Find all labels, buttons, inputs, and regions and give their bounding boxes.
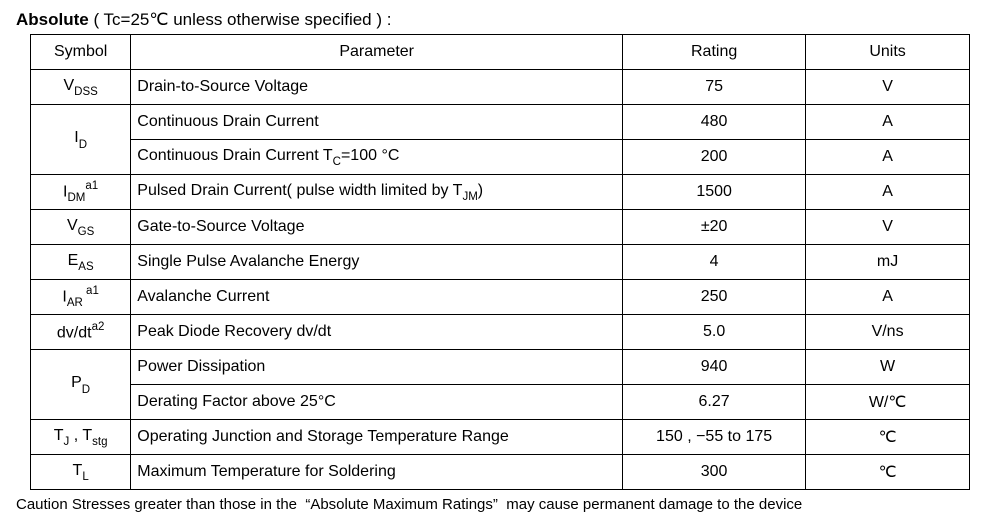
param-vgs: Gate-to-Source Voltage	[131, 210, 623, 245]
rating-tj: 150 , −55 to 175	[623, 420, 806, 455]
row-idm: IDMa1 Pulsed Drain Current( pulse width …	[31, 175, 970, 210]
rating-eas: 4	[623, 245, 806, 280]
sym-pd: PD	[31, 350, 131, 420]
rating-pd-derate: 6.27	[623, 385, 806, 420]
row-dvdt: dv/dta2 Peak Diode Recovery dv/dt 5.0 V/…	[31, 315, 970, 350]
units-tj: ℃	[806, 420, 970, 455]
absolute-ratings-table: Symbol Parameter Rating Units VDSS Drain…	[30, 34, 970, 490]
rating-idm: 1500	[623, 175, 806, 210]
row-id-cont100: Continuous Drain Current TC=100 °C 200 A	[31, 140, 970, 175]
hdr-rating: Rating	[623, 35, 806, 70]
units-id-cont100: A	[806, 140, 970, 175]
param-id-cont100: Continuous Drain Current TC=100 °C	[131, 140, 623, 175]
row-tl: TL Maximum Temperature for Soldering 300…	[31, 455, 970, 490]
sym-dvdt: dv/dta2	[31, 315, 131, 350]
param-tl: Maximum Temperature for Soldering	[131, 455, 623, 490]
title-condition: ( Tc=25℃ unless otherwise specified ) :	[93, 10, 391, 29]
row-id-cont: ID Continuous Drain Current 480 A	[31, 105, 970, 140]
rating-pd: 940	[623, 350, 806, 385]
units-tl: ℃	[806, 455, 970, 490]
row-pd-derate: Derating Factor above 25°C 6.27 W/℃	[31, 385, 970, 420]
rating-vdss: 75	[623, 70, 806, 105]
units-idm: A	[806, 175, 970, 210]
rating-id-cont: 480	[623, 105, 806, 140]
rating-id-cont100: 200	[623, 140, 806, 175]
caution-text: Caution Stresses greater than those in t…	[16, 496, 967, 513]
sym-tj: TJ , Tstg	[31, 420, 131, 455]
row-vgs: VGS Gate-to-Source Voltage ±20 V	[31, 210, 970, 245]
row-eas: EAS Single Pulse Avalanche Energy 4 mJ	[31, 245, 970, 280]
param-iar: Avalanche Current	[131, 280, 623, 315]
hdr-units: Units	[806, 35, 970, 70]
units-dvdt: V/ns	[806, 315, 970, 350]
sym-id: ID	[31, 105, 131, 175]
table-header-row: Symbol Parameter Rating Units	[31, 35, 970, 70]
rating-iar: 250	[623, 280, 806, 315]
hdr-parameter: Parameter	[131, 35, 623, 70]
param-pd: Power Dissipation	[131, 350, 623, 385]
sym-tl: TL	[31, 455, 131, 490]
units-iar: A	[806, 280, 970, 315]
row-iar: IAR a1 Avalanche Current 250 A	[31, 280, 970, 315]
row-tj: TJ , Tstg Operating Junction and Storage…	[31, 420, 970, 455]
sym-eas: EAS	[31, 245, 131, 280]
rating-dvdt: 5.0	[623, 315, 806, 350]
sym-idm: IDMa1	[31, 175, 131, 210]
units-id-cont: A	[806, 105, 970, 140]
param-pd-derate: Derating Factor above 25°C	[131, 385, 623, 420]
units-vdss: V	[806, 70, 970, 105]
units-pd: W	[806, 350, 970, 385]
rating-tl: 300	[623, 455, 806, 490]
hdr-symbol: Symbol	[31, 35, 131, 70]
sym-vgs: VGS	[31, 210, 131, 245]
param-idm: Pulsed Drain Current( pulse width limite…	[131, 175, 623, 210]
param-vdss: Drain-to-Source Voltage	[131, 70, 623, 105]
row-pd: PD Power Dissipation 940 W	[31, 350, 970, 385]
section-title: Absolute ( Tc=25℃ unless otherwise speci…	[16, 10, 967, 30]
param-tj: Operating Junction and Storage Temperatu…	[131, 420, 623, 455]
param-eas: Single Pulse Avalanche Energy	[131, 245, 623, 280]
units-eas: mJ	[806, 245, 970, 280]
row-vdss: VDSS Drain-to-Source Voltage 75 V	[31, 70, 970, 105]
sym-vdss: VDSS	[31, 70, 131, 105]
units-vgs: V	[806, 210, 970, 245]
rating-vgs: ±20	[623, 210, 806, 245]
param-id-cont: Continuous Drain Current	[131, 105, 623, 140]
units-pd-derate: W/℃	[806, 385, 970, 420]
title-bold: Absolute	[16, 10, 89, 29]
sym-iar: IAR a1	[31, 280, 131, 315]
param-dvdt: Peak Diode Recovery dv/dt	[131, 315, 623, 350]
